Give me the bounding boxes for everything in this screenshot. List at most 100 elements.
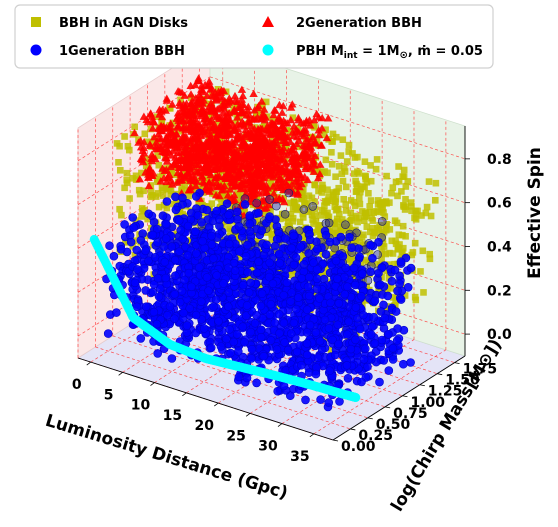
gen1-bbh-point — [191, 192, 201, 201]
gen1-bbh-point — [154, 292, 164, 301]
gen2-bbh-point — [249, 128, 258, 136]
gen2-bbh-point — [255, 164, 265, 172]
agn-bbh-point — [309, 216, 316, 223]
gen2-bbh-point — [267, 158, 276, 166]
agn-bbh-point — [375, 227, 383, 234]
gen1-bbh-point — [315, 336, 325, 346]
gen2-bbh-point — [243, 143, 253, 151]
agn-bbh-point — [284, 222, 292, 230]
gen2-bbh-point — [244, 102, 253, 111]
agn-bbh-point — [388, 189, 395, 197]
gen1-bbh-point — [174, 216, 184, 225]
gen2-bbh-point — [316, 160, 325, 168]
agn-bbh-point — [352, 177, 359, 185]
gen1-bbh-point — [257, 289, 267, 299]
gen2-bbh-point — [245, 117, 254, 125]
agn-bbh-point — [232, 119, 239, 127]
agn-bbh-point — [385, 261, 393, 268]
gen1-bbh-point — [312, 274, 322, 284]
gen2-bbh-point — [148, 124, 157, 132]
agn-bbh-point — [361, 158, 369, 165]
gen2-bbh-point — [281, 178, 290, 186]
agn-bbh-point — [339, 216, 346, 223]
x-tick-label: 35 — [290, 449, 309, 465]
gen2-bbh-point — [246, 185, 256, 193]
gen1-bbh-point — [133, 265, 142, 274]
gen2-bbh-point — [278, 108, 287, 116]
gen1-bbh-point — [167, 242, 177, 251]
legend-label-pbh: PBH Mint = 1M⊙, ṁ = 0.05 — [296, 44, 483, 61]
gen1-bbh-point — [375, 280, 385, 290]
gen1-bbh-point — [359, 354, 369, 364]
agn-bbh-point — [208, 200, 216, 207]
pbh-point — [351, 393, 361, 402]
gen1-bbh-point — [179, 308, 188, 318]
agn-bbh-point — [262, 98, 270, 106]
legend-label-agn: BBH in AGN Disks — [59, 16, 188, 31]
gen2-bbh-point — [172, 140, 181, 148]
gen2-bbh-point — [181, 132, 191, 140]
gen1-bbh-point — [270, 318, 280, 328]
gen1-bbh-point — [376, 307, 386, 316]
gen2-bbh-point — [154, 124, 163, 132]
agn-bbh-point — [132, 172, 140, 180]
gen1-bbh-point — [312, 284, 322, 294]
gen2-bbh-point — [287, 148, 297, 156]
agn-bbh-point — [398, 188, 405, 195]
gen2-bbh-point — [253, 199, 262, 208]
agn-bbh-point — [310, 212, 318, 220]
agn-bbh-point — [294, 227, 301, 234]
gen1-bbh-point — [240, 200, 250, 209]
gen2-bbh-point — [314, 130, 324, 139]
gen1-bbh-point — [324, 323, 334, 333]
agn-bbh-point — [279, 210, 286, 218]
gen2-bbh-point — [292, 127, 302, 135]
gen2-bbh-point — [172, 130, 182, 138]
gen1-bbh-point — [247, 344, 257, 354]
gen1-bbh-point — [225, 325, 234, 334]
gen2-bbh-point — [289, 131, 298, 140]
gen1-bbh-point — [384, 366, 394, 375]
gen2-bbh-point — [203, 186, 212, 194]
gen2-bbh-point — [211, 173, 221, 182]
agn-bbh-point — [402, 183, 410, 190]
gen2-bbh-point — [173, 149, 182, 157]
agn-bbh-point — [356, 200, 364, 208]
gen2-bbh-point — [189, 122, 198, 131]
agn-bbh-point — [287, 211, 295, 218]
gen2-bbh-point — [161, 106, 170, 114]
legend-circle-marker — [262, 44, 274, 56]
gen1-bbh-point — [191, 310, 201, 320]
gen2-bbh-point — [179, 100, 188, 108]
agn-bbh-point — [339, 177, 347, 185]
gen1-bbh-point — [279, 318, 289, 328]
gen2-bbh-point — [203, 127, 212, 135]
gen1-bbh-point — [148, 230, 158, 240]
gen1-bbh-point — [304, 249, 314, 258]
gen1-bbh-point — [328, 335, 337, 345]
gen1-bbh-point — [206, 343, 216, 353]
agn-bbh-point — [342, 207, 350, 214]
agn-bbh-point — [331, 197, 338, 205]
agn-bbh-point — [359, 183, 367, 190]
gen1-bbh-point — [243, 240, 252, 250]
gen1-bbh-point — [289, 260, 299, 270]
gen2-bbh-point — [260, 133, 269, 141]
legend: BBH in AGN Disks 2Generation BBH 1Genera… — [14, 4, 494, 69]
gen1-bbh-point — [271, 201, 281, 211]
gen2-bbh-point — [271, 106, 280, 114]
gen2-bbh-point — [314, 126, 323, 134]
gen1-bbh-point — [331, 256, 341, 266]
agn-bbh-point — [432, 179, 440, 187]
agn-bbh-point — [411, 293, 419, 301]
agn-bbh-point — [328, 161, 336, 168]
agn-bbh-point — [148, 139, 155, 146]
agn-bbh-point — [131, 123, 138, 131]
gen1-bbh-point — [388, 355, 398, 364]
gen2-bbh-point — [215, 113, 224, 121]
gen1-bbh-point — [252, 378, 261, 388]
agn-bbh-point — [324, 209, 331, 217]
gen2-bbh-point — [145, 164, 154, 172]
gen2-bbh-point — [200, 118, 210, 127]
